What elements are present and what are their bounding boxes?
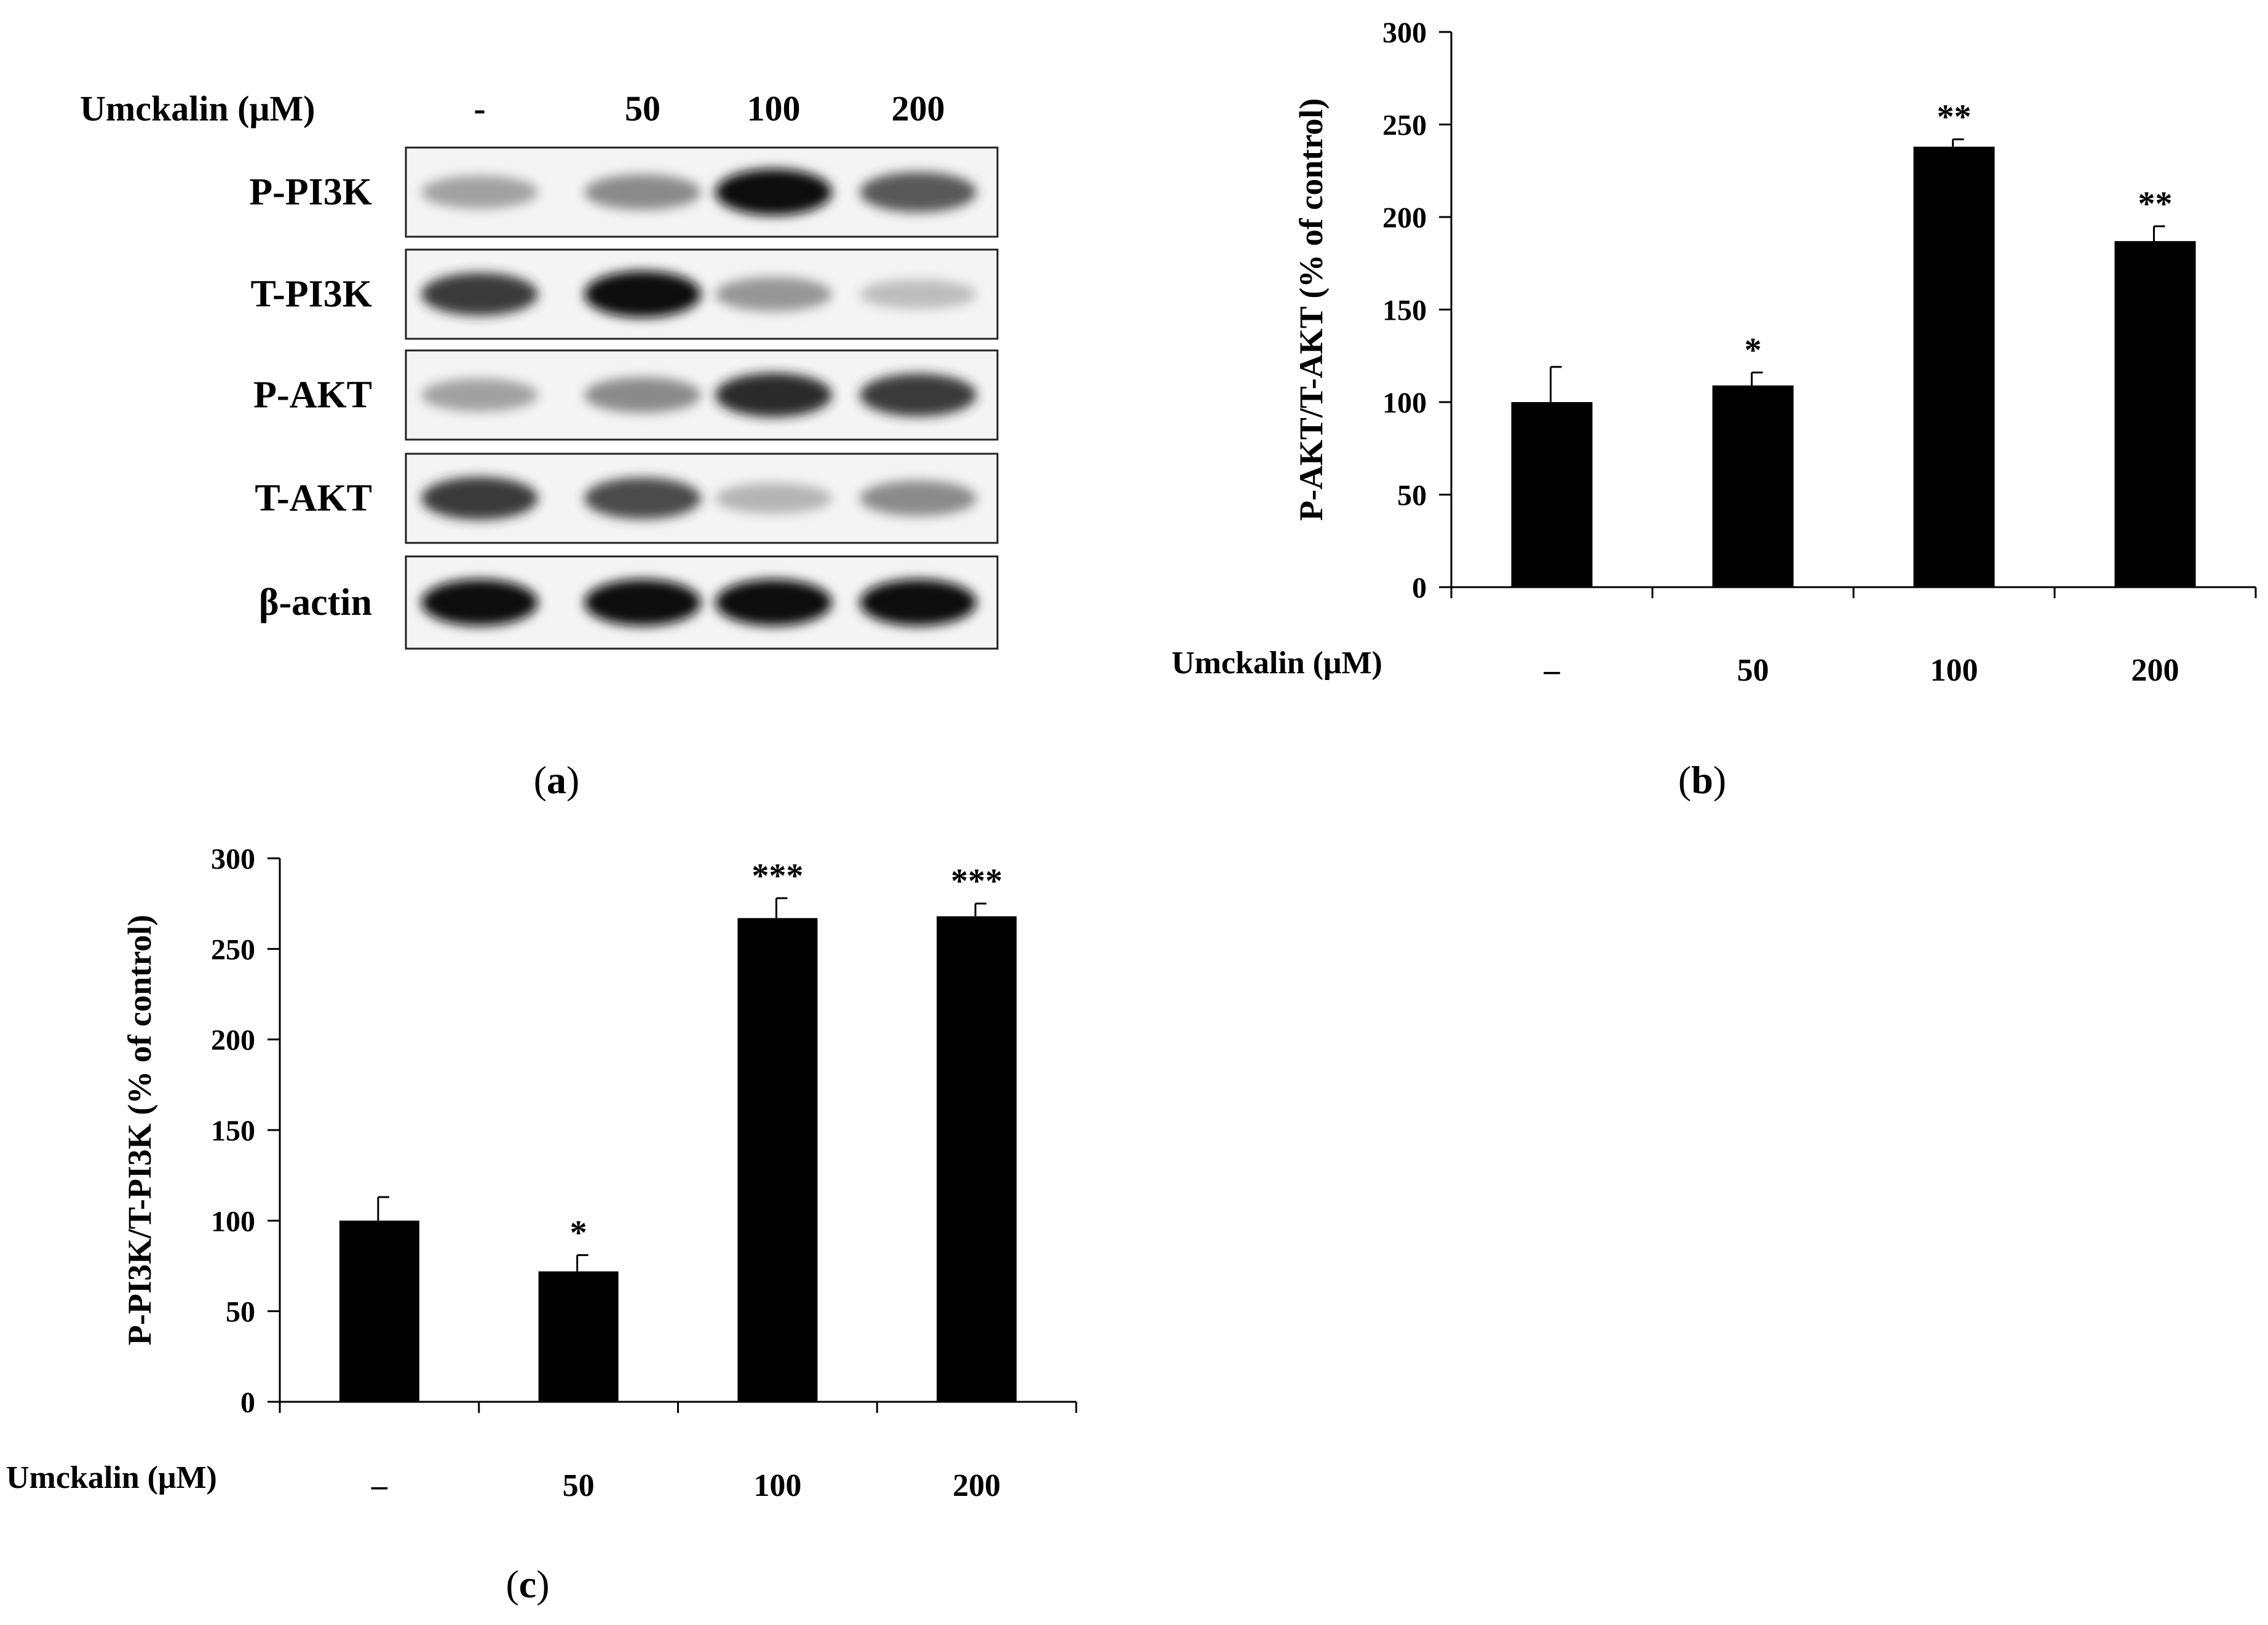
x-category-label: 50 xyxy=(1737,653,1769,688)
significance-marker: ** xyxy=(2138,185,2173,223)
significance-marker: * xyxy=(1745,331,1762,370)
blot-band xyxy=(421,272,538,316)
blot-band xyxy=(860,279,977,309)
blot-label: T-PI3K xyxy=(250,274,372,315)
blot-label: P-PI3K xyxy=(249,172,372,213)
blot-band xyxy=(584,477,701,520)
y-tick-label: 250 xyxy=(1382,109,1427,142)
y-axis-label: P-AKT/T-AKT (% of control) xyxy=(1293,98,1330,521)
panel-a-caption: (a) xyxy=(534,758,580,802)
significance-marker: *** xyxy=(951,863,1002,901)
y-tick-label: 250 xyxy=(211,933,255,966)
lane-label: 50 xyxy=(625,89,660,128)
blot-band xyxy=(715,373,832,417)
blot-row: T-PI3K xyxy=(250,248,999,340)
blot-band xyxy=(860,480,977,516)
x-category-label: 50 xyxy=(563,1468,595,1503)
western-blot-panel: Umckalin (μM) - 50 100 200 P-PI3K T-PI3K P-AK… xyxy=(80,89,999,802)
blot-band xyxy=(860,373,977,417)
x-category-label: 100 xyxy=(1930,653,1978,688)
y-tick-label: 300 xyxy=(1382,17,1427,49)
bar xyxy=(1511,402,1593,587)
y-tick-label: 100 xyxy=(211,1205,255,1238)
pi3k-bar-chart: 0 50 100 150 200 250 300 – * 50 *** 100 *** 200 Umckal… xyxy=(6,843,1077,1503)
bar xyxy=(737,918,818,1402)
panel-a-letter: a xyxy=(547,758,566,802)
blot-band xyxy=(584,377,701,413)
bar xyxy=(2114,241,2196,587)
x-category-label: – xyxy=(1544,653,1561,688)
x-category-label: 200 xyxy=(953,1468,1001,1503)
blot-row: β-actin xyxy=(259,555,999,650)
lane-label: - xyxy=(474,89,485,128)
x-axis-label: Umckalin (μM) xyxy=(1172,646,1382,681)
y-tick-label: 200 xyxy=(1382,202,1427,234)
blot-band xyxy=(715,277,832,312)
lane-label: 200 xyxy=(892,89,945,128)
blot-label: P-AKT xyxy=(253,374,372,416)
blot-band xyxy=(715,579,832,626)
blot-row: T-AKT xyxy=(255,453,999,544)
blot-band xyxy=(421,175,538,209)
blot-band xyxy=(421,579,538,626)
blot-band xyxy=(860,172,977,213)
y-tick-label: 200 xyxy=(211,1024,255,1057)
blot-band xyxy=(421,476,538,520)
akt-bar-chart: 0 50 100 150 200 250 300 – * 50 ** 100 ** 200 Umckalin… xyxy=(1172,17,2257,688)
blot-band xyxy=(584,579,701,626)
x-category-label: 200 xyxy=(2131,653,2179,688)
bar xyxy=(339,1220,419,1402)
x-axis-label: Umckalin (μM) xyxy=(6,1460,217,1495)
significance-marker: *** xyxy=(751,857,803,895)
bar xyxy=(1913,146,1995,587)
panel-b-caption: (b) xyxy=(1678,758,1726,802)
x-category-label: – xyxy=(371,1468,388,1503)
y-tick-label: 0 xyxy=(240,1386,255,1419)
bar xyxy=(538,1271,619,1402)
bar xyxy=(937,916,1017,1402)
blot-band xyxy=(421,378,538,412)
panel-c-letter: c xyxy=(519,1562,536,1606)
blot-band xyxy=(860,579,977,626)
blot-band xyxy=(584,174,701,210)
x-category-label: 100 xyxy=(753,1468,801,1503)
bar xyxy=(1712,385,1794,587)
y-axis-label: P-PI3K/T-PI3K (% of control) xyxy=(121,915,158,1345)
panel-c-caption: (c) xyxy=(506,1562,549,1606)
blot-band xyxy=(715,483,832,514)
y-tick-label: 150 xyxy=(1382,295,1427,327)
lane-label: 100 xyxy=(747,89,801,128)
significance-marker: * xyxy=(570,1214,587,1252)
blot-band xyxy=(584,271,701,318)
y-tick-label: 100 xyxy=(1382,387,1427,419)
y-tick-label: 300 xyxy=(211,843,255,876)
blot-row: P-AKT xyxy=(253,349,999,441)
blot-treatment-label: Umckalin (μM) xyxy=(80,89,315,128)
blot-row: P-PI3K xyxy=(249,146,999,238)
blot-label: β-actin xyxy=(259,582,372,623)
blot-band xyxy=(715,168,832,216)
y-tick-label: 0 xyxy=(1412,572,1427,604)
significance-marker: ** xyxy=(1937,98,1972,136)
panel-b-letter: b xyxy=(1691,758,1713,802)
y-tick-label: 150 xyxy=(211,1115,255,1147)
blot-label: T-AKT xyxy=(255,478,372,520)
y-tick-label: 50 xyxy=(226,1296,255,1329)
y-tick-label: 50 xyxy=(1397,480,1427,512)
